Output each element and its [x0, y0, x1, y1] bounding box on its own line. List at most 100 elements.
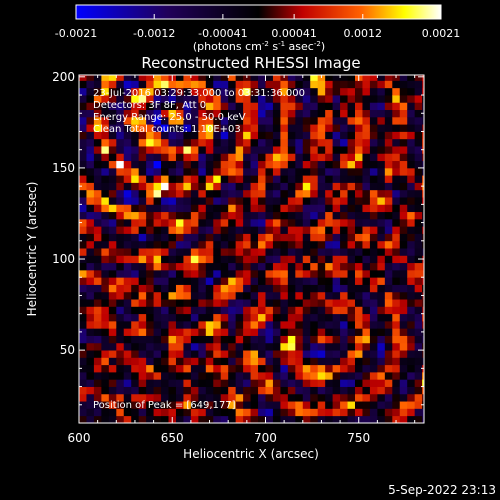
image-pixel [250, 167, 259, 176]
image-pixel [340, 386, 348, 395]
image-pixel [392, 146, 401, 154]
image-pixel [86, 415, 95, 423]
image-pixel [116, 240, 125, 249]
image-pixel [377, 415, 386, 423]
image-pixel [205, 146, 214, 154]
image-pixel [153, 226, 162, 234]
image-pixel [146, 393, 154, 402]
image-pixel [228, 226, 237, 234]
image-pixel [392, 401, 401, 409]
image-pixel [384, 299, 393, 307]
image-pixel [362, 269, 371, 278]
image-pixel [422, 131, 424, 140]
image-pixel [228, 109, 237, 118]
image-pixel [250, 415, 259, 423]
image-pixel [310, 262, 319, 271]
image-pixel [295, 153, 304, 162]
image-pixel [272, 284, 281, 293]
image-pixel [123, 357, 132, 366]
image-pixel [384, 255, 393, 264]
image-pixel [258, 364, 266, 373]
image-pixel [123, 379, 132, 387]
image-pixel [355, 335, 363, 344]
image-pixel [287, 182, 296, 191]
image-pixel [168, 371, 177, 380]
image-pixel [347, 153, 356, 162]
image-pixel [205, 342, 214, 351]
image-pixel [205, 328, 214, 336]
image-pixel [123, 291, 132, 300]
image-pixel [108, 218, 117, 227]
image-pixel [161, 95, 169, 103]
image-pixel [265, 218, 274, 227]
image-pixel [93, 299, 102, 307]
image-pixel [101, 167, 110, 176]
image-pixel [86, 131, 95, 140]
image-pixel [369, 153, 378, 162]
image-pixel [295, 364, 304, 373]
image-pixel [213, 386, 222, 395]
image-pixel [317, 80, 326, 89]
image-pixel [317, 415, 326, 423]
image-pixel [414, 75, 423, 81]
image-pixel [228, 320, 237, 329]
image-pixel [108, 153, 117, 162]
image-pixel [79, 182, 87, 191]
image-pixel [108, 182, 117, 191]
image-pixel [243, 306, 251, 315]
image-pixel [235, 197, 244, 205]
image-pixel [123, 124, 132, 132]
image-pixel [280, 160, 289, 169]
image-pixel [302, 124, 311, 132]
image-pixel [422, 80, 424, 89]
image-pixel [198, 379, 207, 387]
image-pixel [332, 299, 341, 307]
image-pixel [168, 408, 177, 417]
image-pixel [399, 306, 408, 315]
image-pixel [377, 131, 386, 140]
image-pixel [302, 204, 311, 213]
image-pixel [138, 182, 147, 191]
image-pixel [295, 357, 304, 366]
image-pixel [161, 328, 169, 336]
image-pixel [190, 284, 199, 293]
image-pixel [243, 255, 251, 264]
image-pixel [93, 211, 102, 220]
image-pixel [198, 95, 207, 103]
image-pixel [377, 138, 386, 147]
image-pixel [317, 197, 326, 205]
image-pixel [93, 146, 102, 154]
image-pixel [287, 248, 296, 256]
image-pixel [108, 335, 117, 344]
image-pixel [228, 401, 237, 409]
image-pixel [422, 116, 424, 125]
image-pixel [86, 240, 95, 249]
image-pixel [93, 379, 102, 387]
image-pixel [228, 95, 237, 103]
image-pixel [198, 87, 207, 96]
image-pixel [116, 248, 125, 256]
image-pixel [101, 408, 110, 417]
image-pixel [384, 95, 393, 103]
image-pixel [190, 313, 199, 322]
image-pixel [258, 299, 266, 307]
image-pixel [198, 218, 207, 227]
image-pixel [205, 335, 214, 344]
image-pixel [228, 116, 237, 125]
image-pixel [355, 255, 363, 264]
image-pixel [116, 87, 125, 96]
image-pixel [340, 342, 348, 351]
image-pixel [369, 160, 378, 169]
image-pixel [116, 313, 125, 322]
annotation-peak: Position of Peak = [649,177] [93, 400, 236, 411]
image-pixel [93, 393, 102, 402]
image-pixel [250, 116, 259, 125]
image-pixel [384, 116, 393, 125]
image-pixel [384, 75, 393, 81]
image-pixel [123, 182, 132, 191]
image-pixel [228, 255, 237, 264]
image-pixel [325, 306, 334, 315]
image-pixel [362, 335, 371, 344]
image-pixel [79, 124, 87, 132]
image-pixel [340, 248, 348, 256]
